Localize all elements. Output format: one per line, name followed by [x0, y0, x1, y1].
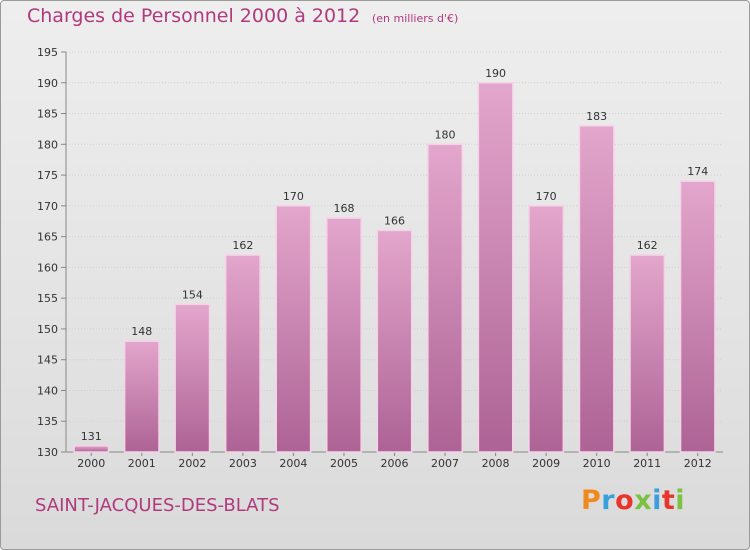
- y-tick-label: 185: [37, 108, 58, 121]
- y-tick-label: 160: [37, 261, 58, 274]
- x-tick-label: 2000: [77, 457, 105, 470]
- y-tick-label: 170: [37, 200, 58, 213]
- value-label: 166: [384, 214, 405, 227]
- x-tick-label: 2012: [684, 457, 712, 470]
- y-tick-label: 150: [37, 323, 58, 336]
- value-label: 131: [81, 430, 102, 443]
- bars: [73, 82, 716, 453]
- y-tick-label: 130: [37, 446, 58, 459]
- value-label: 190: [485, 67, 506, 80]
- bar-2004: [275, 205, 312, 453]
- y-tick-label: 155: [37, 292, 58, 305]
- y-tick-label: 145: [37, 354, 58, 367]
- y-tick-label: 165: [37, 231, 58, 244]
- x-tick-label: 2005: [330, 457, 358, 470]
- value-label: 170: [536, 190, 557, 203]
- value-label: 180: [435, 128, 456, 141]
- bar-2005: [326, 217, 362, 453]
- chart-title: Charges de Personnel 2000 à 2012: [27, 5, 361, 27]
- x-tick-label: 2009: [532, 457, 560, 470]
- x-tick-label: 2004: [279, 457, 307, 470]
- y-tick-label: 175: [37, 169, 58, 182]
- y-tick-label: 140: [37, 384, 58, 397]
- bar-2000: [73, 445, 110, 453]
- bar-2011: [629, 254, 666, 453]
- y-tick-label: 135: [37, 415, 58, 428]
- x-tick-label: 2006: [381, 457, 409, 470]
- y-tick-label: 180: [37, 138, 58, 151]
- x-tick-label: 2011: [633, 457, 661, 470]
- bar-2009: [528, 205, 565, 453]
- value-label: 183: [586, 110, 607, 123]
- value-label: 170: [283, 190, 304, 203]
- x-tick-label: 2003: [229, 457, 257, 470]
- bar-2002: [174, 303, 211, 453]
- chart-subtitle: (en milliers d'€): [372, 12, 459, 25]
- bar-2001: [123, 340, 160, 453]
- y-tick-label: 190: [37, 77, 58, 90]
- x-tick-label: 2007: [431, 457, 459, 470]
- value-label: 154: [182, 288, 203, 301]
- bar-2010: [578, 125, 615, 453]
- labels: 130 135 140 145 150 155 160 165 170 175 180 185 190 1…: [37, 46, 712, 470]
- bar-2007: [427, 143, 463, 453]
- bar-2012: [679, 180, 716, 453]
- value-label: 174: [687, 165, 708, 178]
- value-label: 148: [131, 325, 152, 338]
- value-label: 162: [232, 239, 253, 252]
- x-tick-label: 2008: [482, 457, 510, 470]
- proxiti-logo[interactable]: Proxiti: [581, 485, 686, 516]
- bar-2008: [477, 82, 514, 453]
- bar-2006: [376, 229, 413, 453]
- value-label: 168: [333, 202, 354, 215]
- x-tick-label: 2002: [178, 457, 206, 470]
- bar-2003: [224, 254, 261, 453]
- commune-name: SAINT-JACQUES-DES-BLATS: [35, 495, 280, 516]
- y-tick-label: 195: [37, 46, 58, 59]
- x-tick-label: 2001: [128, 457, 156, 470]
- value-label: 162: [637, 239, 658, 252]
- x-tick-label: 2010: [583, 457, 611, 470]
